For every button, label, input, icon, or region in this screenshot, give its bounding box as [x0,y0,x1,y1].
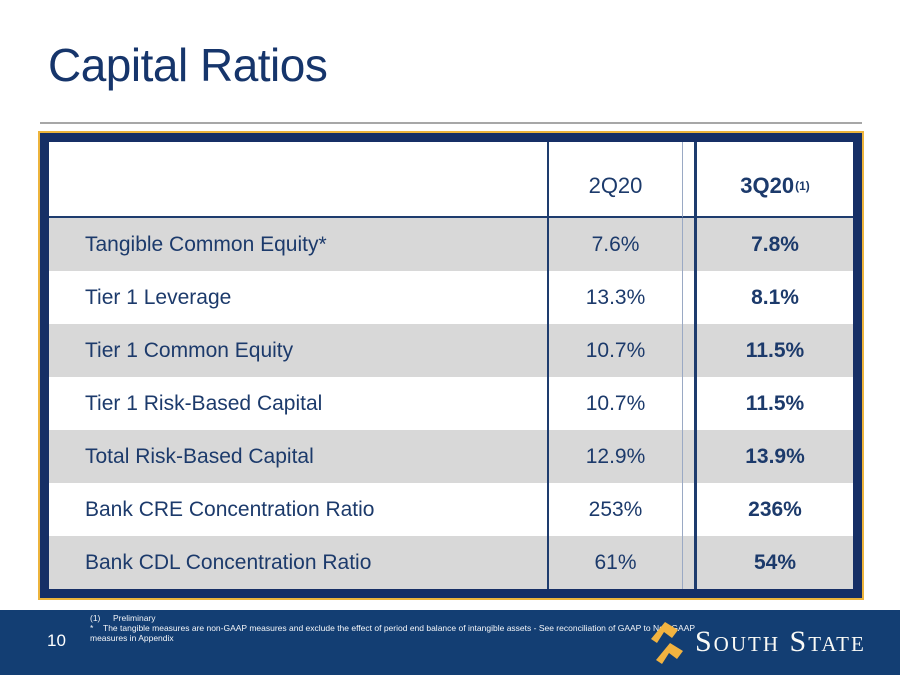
footer-bar: 10 (1) Preliminary * The tangible measur… [0,610,900,675]
row-3q20-value: 8.1% [697,271,853,324]
header-cell-3q20: 3Q20 (1) [697,142,853,218]
row-3q20-value: 11.5% [697,377,853,430]
row-3q20-value: 7.8% [697,218,853,271]
row-spacer [683,377,697,430]
row-label: Tangible Common Equity* [49,218,549,271]
row-3q20-value: 54% [697,536,853,589]
row-2q20-value: 12.9% [549,430,683,483]
footnote-line: (1) Preliminary [90,613,695,623]
row-spacer [683,536,697,589]
page-title: Capital Ratios [48,39,328,91]
row-label: Tier 1 Leverage [49,271,549,324]
table-grid: 2Q20 3Q20 (1) Tangible Common Equity* 7.6… [49,142,853,589]
row-2q20-value: 61% [549,536,683,589]
page-number: 10 [47,631,66,650]
row-label: Tier 1 Common Equity [49,324,549,377]
footnotes: (1) Preliminary * The tangible measures … [90,613,695,643]
header-cell-2q20: 2Q20 [549,142,683,218]
column-header-2q20: 2Q20 [588,173,643,198]
row-spacer [683,324,697,377]
column-header-3q20: 3Q20 [740,173,795,198]
footnote-marker: * [90,623,94,633]
row-3q20-value: 11.5% [697,324,853,377]
footnote-line: measures in Appendix [90,633,695,643]
row-2q20-value: 253% [549,483,683,536]
row-spacer [683,483,697,536]
row-2q20-value: 10.7% [549,377,683,430]
footnote-text: The tangible measures are non-GAAP measu… [103,623,696,633]
row-label: Bank CRE Concentration Ratio [49,483,549,536]
header-cell-spacer [683,142,697,218]
footnote-line: * The tangible measures are non-GAAP mea… [90,623,695,633]
row-spacer [683,218,697,271]
row-3q20-value: 13.9% [697,430,853,483]
row-spacer [683,430,697,483]
table-inner-frame: 2Q20 3Q20 (1) Tangible Common Equity* 7.6… [40,133,862,598]
south-state-logo-icon [651,622,683,664]
row-2q20-value: 13.3% [549,271,683,324]
row-2q20-value: 7.6% [549,218,683,271]
row-3q20-value: 236% [697,483,853,536]
row-label: Bank CDL Concentration Ratio [49,536,549,589]
footnote-text: Preliminary [113,613,156,623]
footnote-text: measures in Appendix [90,633,174,643]
header-cell-blank [49,142,549,218]
row-spacer [683,271,697,324]
row-label: Tier 1 Risk-Based Capital [49,377,549,430]
row-2q20-value: 10.7% [549,324,683,377]
south-state-wordmark: South State [695,625,866,658]
footnote-marker: (1) [90,613,101,623]
title-underline [40,122,862,124]
south-state-logo: South State [648,620,866,664]
capital-ratios-table: 2Q20 3Q20 (1) Tangible Common Equity* 7.6… [38,131,864,600]
row-label: Total Risk-Based Capital [49,430,549,483]
